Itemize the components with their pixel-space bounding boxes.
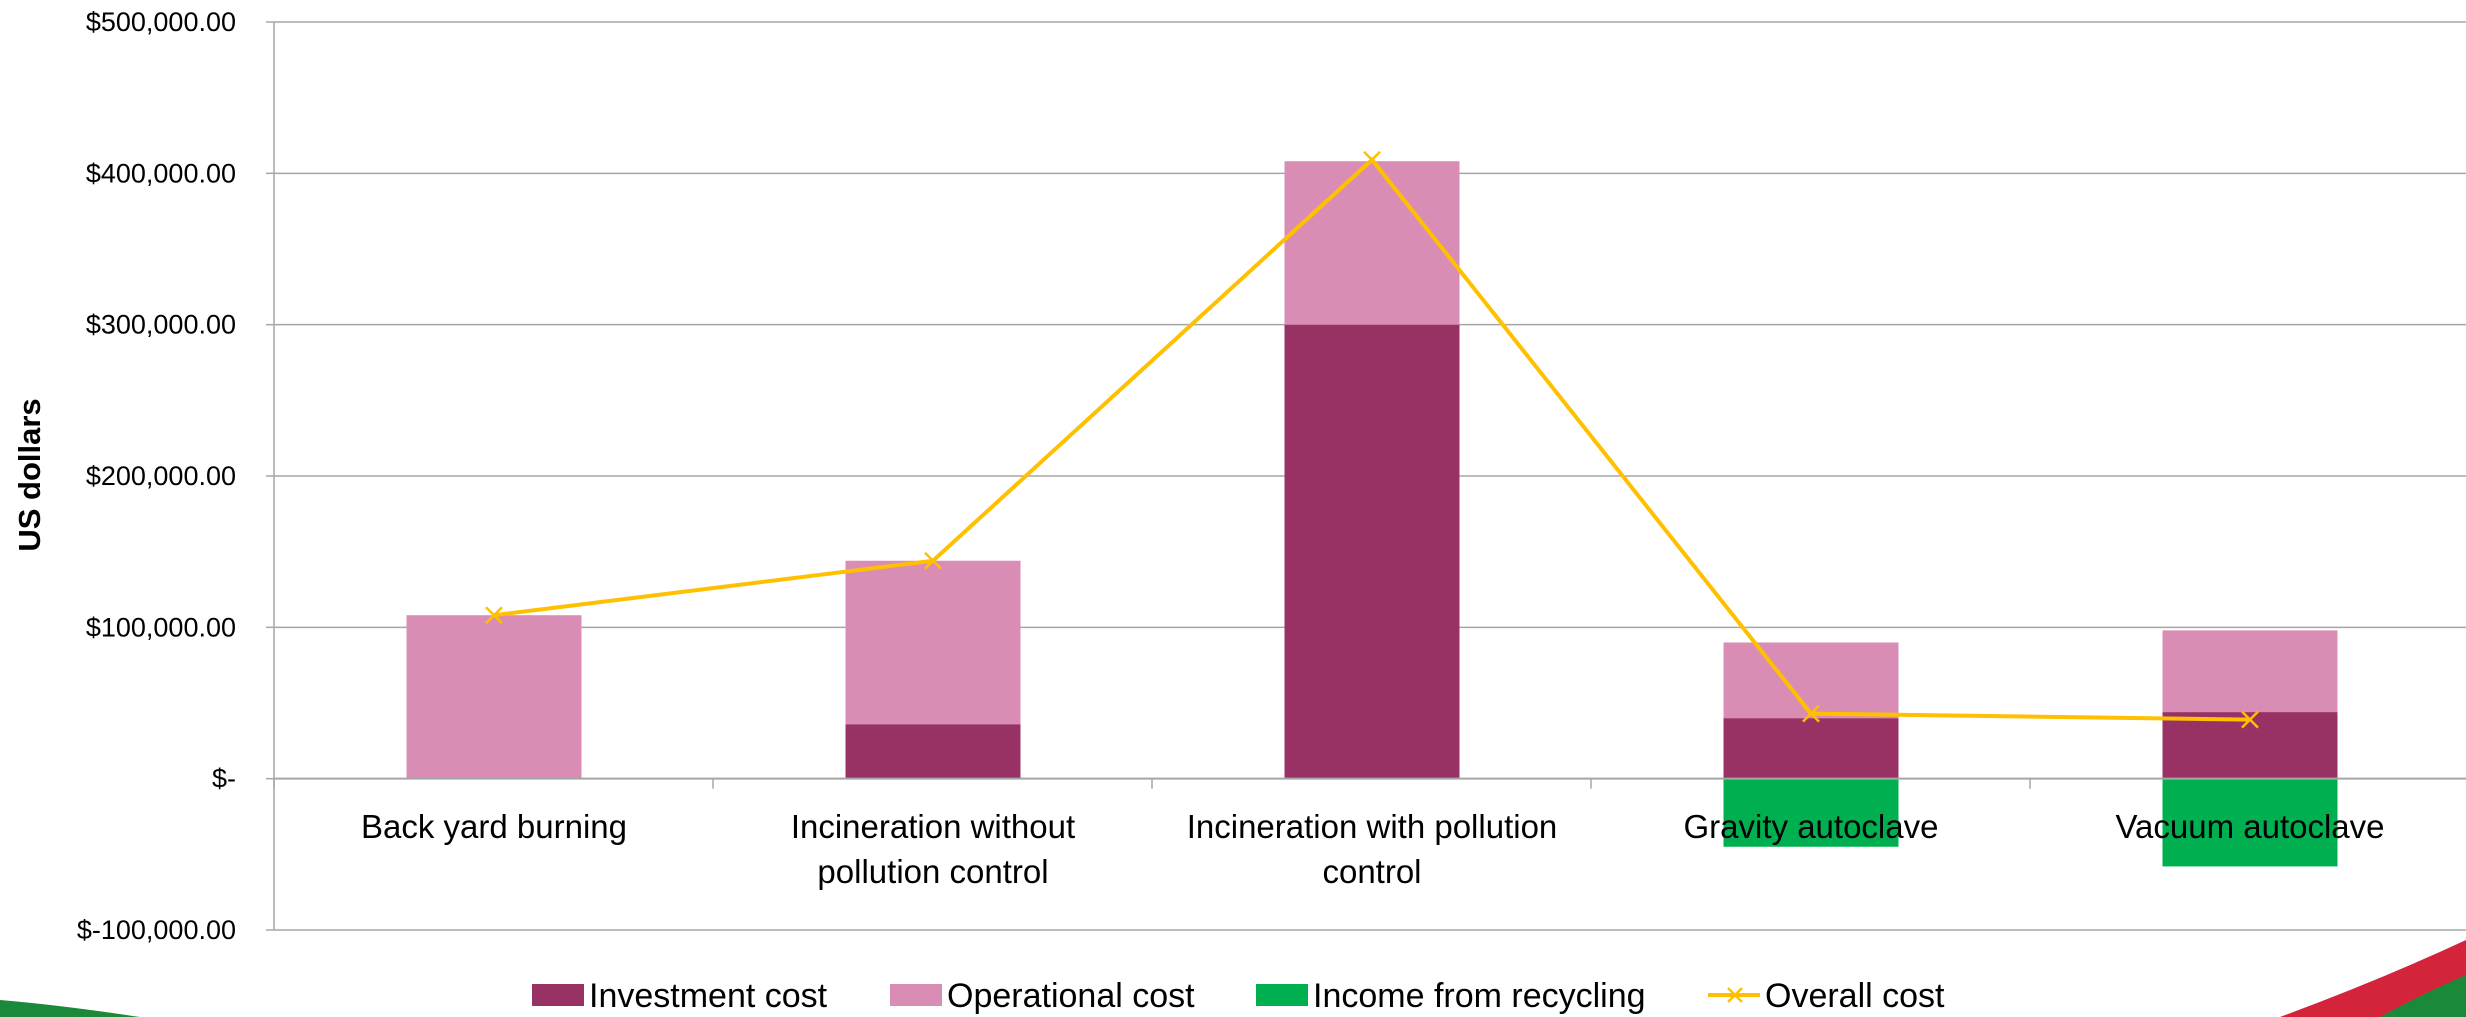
overall-cost-line: [485, 150, 2259, 729]
overall-cost-point: [924, 551, 942, 570]
bar-investment-cost: [1723, 718, 1899, 779]
y-tick-label: $400,000.00: [86, 158, 236, 188]
y-tick-label: $100,000.00: [86, 612, 236, 642]
overall-cost-point: [2241, 710, 2259, 729]
y-axis-label: US dollars: [12, 398, 47, 551]
y-tick-label: $-: [212, 764, 236, 794]
axes: [273, 22, 2466, 930]
bar-operational-cost: [845, 560, 1021, 725]
legend-swatch: [1256, 984, 1308, 1006]
legend-swatch: [890, 984, 942, 1006]
bar-investment-cost: [1284, 324, 1460, 779]
bar-income-from-recycling: [1723, 778, 1899, 847]
x-axis-labels: Back yard burning Incineration without pol…: [361, 808, 2385, 890]
x-tick-label: Back yard burning: [361, 808, 627, 845]
y-tick-label: $500,000.00: [86, 7, 236, 37]
y-tick-label: $300,000.00: [86, 310, 236, 340]
overall-cost-point: [1363, 150, 1381, 169]
bar-investment-cost: [845, 724, 1021, 779]
bars: [406, 161, 2338, 867]
legend-label: Investment cost: [589, 977, 828, 1015]
bar-operational-cost: [1723, 642, 1899, 719]
decorative-swoosh: [0, 940, 2466, 1017]
x-tick-label: Incineration without pollution control: [791, 808, 1075, 890]
overall-cost-point: [1802, 704, 1820, 723]
bar-investment-cost: [2162, 712, 2338, 779]
legend-item-overall-cost: Overall cost: [1708, 977, 1945, 1015]
swoosh-right-green: [2380, 975, 2466, 1017]
legend-label: Income from recycling: [1313, 977, 1646, 1015]
y-tick-label: $-100,000.00: [77, 915, 236, 945]
overall-cost-point: [485, 606, 503, 625]
bar-income-from-recycling: [2162, 778, 2338, 867]
legend: Investment cost Operational cost Income fr…: [532, 977, 1945, 1015]
y-tick-label: $200,000.00: [86, 461, 236, 491]
legend-label: Overall cost: [1765, 977, 1945, 1015]
bar-operational-cost: [2162, 630, 2338, 713]
legend-swatch: [532, 984, 584, 1006]
x-tick-label: Gravity autoclave: [1684, 808, 1939, 845]
legend-label: Operational cost: [947, 977, 1195, 1015]
x-tick-label: Incineration with pollution control: [1187, 808, 1558, 890]
swoosh-left: [0, 1000, 140, 1017]
legend-item-investment-cost: Investment cost: [532, 977, 828, 1015]
legend-item-income-from-recycling: Income from recycling: [1256, 977, 1646, 1015]
y-axis-ticks: $500,000.00 $400,000.00 $300,000.00 $200,00…: [77, 7, 236, 945]
x-tick-label: Vacuum autoclave: [2115, 808, 2384, 845]
legend-item-operational-cost: Operational cost: [890, 977, 1195, 1015]
bar-operational-cost: [1284, 161, 1460, 325]
bar-operational-cost: [406, 615, 582, 779]
